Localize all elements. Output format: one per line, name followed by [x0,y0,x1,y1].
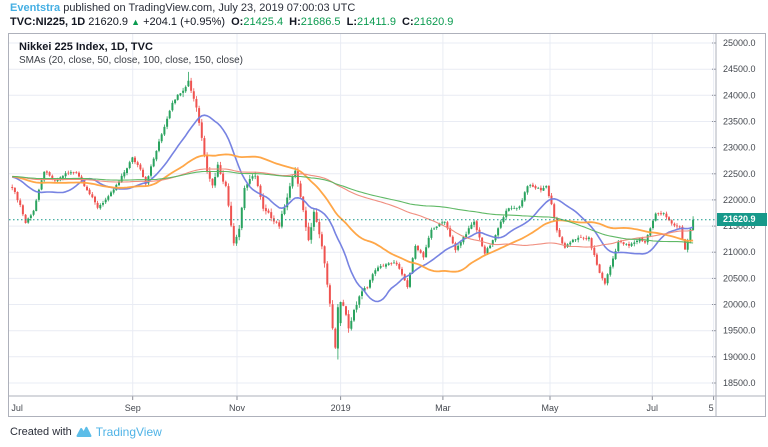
svg-text:23000.0: 23000.0 [723,143,756,153]
svg-text:25000.0: 25000.0 [723,38,756,48]
change-value: +204.1 (+0.95%) [143,16,226,28]
publish-line: Eventstra published on TradingView.com, … [10,2,355,14]
current-price-label: 21620.9 [717,213,767,227]
svg-text:Jul: Jul [647,403,659,413]
symbol-label: TVC:NI225, 1D [10,16,86,28]
price-chart-canvas[interactable]: 25000.0 24500.0 24000.0 23500.0 23000.0 22500… [9,34,765,416]
chart-panel: 25000.0 24500.0 24000.0 23500.0 23000.0 22500… [8,33,767,417]
high-label: H: [289,16,301,28]
svg-text:23500.0: 23500.0 [723,117,756,127]
svg-text:24000.0: 24000.0 [723,90,756,100]
created-with-text: Created with [10,426,72,438]
sma-100-line [12,168,694,248]
svg-text:Jul: Jul [11,403,23,413]
svg-text:Mar: Mar [435,403,451,413]
svg-text:18500.0: 18500.0 [723,378,756,388]
svg-text:2019: 2019 [331,403,351,413]
low-label: L: [346,16,357,28]
svg-text:Nov: Nov [229,403,246,413]
close-value: 21620.9 [413,16,454,28]
svg-text:20000.0: 20000.0 [723,300,756,310]
symbol-ohlc-line: TVC:NI225, 1D 21620.9 ▲ +204.1 (+0.95%) … [10,16,453,28]
svg-text:20500.0: 20500.0 [723,273,756,283]
last-price: 21620.9 [88,16,129,28]
svg-text:22500.0: 22500.0 [723,169,756,179]
low-value: 21411.9 [356,16,396,28]
svg-text:May: May [541,403,559,413]
author-link[interactable]: Eventstra [10,2,61,14]
sma-20-line [11,114,694,303]
svg-text:19500.0: 19500.0 [723,326,756,336]
tradingview-brand-link[interactable]: TradingView [95,425,162,439]
svg-text:19000.0: 19000.0 [723,352,756,362]
footer: Created with TradingView [10,425,162,439]
svg-text:5: 5 [709,403,714,413]
svg-text:Sep: Sep [125,403,141,413]
sma-50-line [12,153,694,273]
svg-text:24500.0: 24500.0 [723,64,756,74]
high-value: 21686.5 [300,16,341,28]
open-label: O: [231,16,244,28]
close-label: C: [402,16,414,28]
up-arrow-icon: ▲ [131,17,141,27]
publish-text: published on TradingView.com, July 23, 2… [60,2,356,14]
sma-150-line [12,170,694,244]
open-value: 21425.4 [243,16,284,28]
tradingview-logo-icon [76,426,92,438]
svg-text:22000.0: 22000.0 [723,195,756,205]
svg-text:21000.0: 21000.0 [723,247,756,257]
